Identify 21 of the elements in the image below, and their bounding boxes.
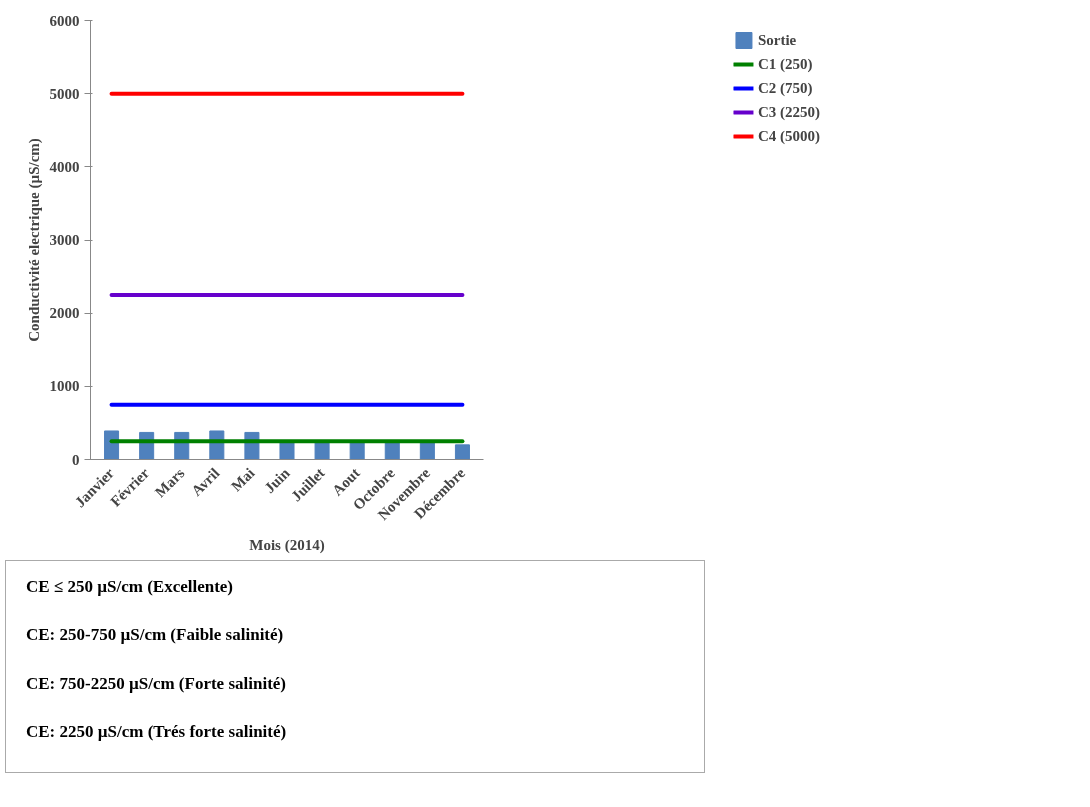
bar <box>454 444 470 460</box>
legend-label: Sortie <box>757 31 797 49</box>
y-tick-label: 6000 <box>49 12 80 29</box>
y-tick-label: 1000 <box>49 378 80 395</box>
y-tick-label: 0 <box>72 451 80 468</box>
text: CE: 750-2250 µS/cm (Forte salinité) <box>26 672 287 695</box>
legend-label: C1 (250) <box>757 55 813 73</box>
text: CE ≤ 250 µS/cm (Excellente) <box>26 576 235 598</box>
legend-label: C4 (5000) <box>757 127 821 145</box>
text: CE: 2250 µS/cm (Trés forte salinité) <box>26 720 287 743</box>
legend-label: C2 (750) <box>757 79 813 97</box>
y-tick-label: 5000 <box>49 85 80 102</box>
y-axis-title: Conductivité electrique (µS/cm) <box>25 138 43 342</box>
y-tick-label: 4000 <box>49 158 80 175</box>
y-tick-label: 3000 <box>49 232 80 248</box>
x-tick-label: Mai <box>227 464 258 495</box>
x-axis-title: Mois (2014) <box>249 536 325 554</box>
text: CE: 250-750 µS/cm (Faible salinité) <box>26 624 285 647</box>
legend-label: C3 (2250) <box>757 103 821 121</box>
y-tick-label: 2000 <box>49 305 80 322</box>
bar <box>104 430 120 460</box>
